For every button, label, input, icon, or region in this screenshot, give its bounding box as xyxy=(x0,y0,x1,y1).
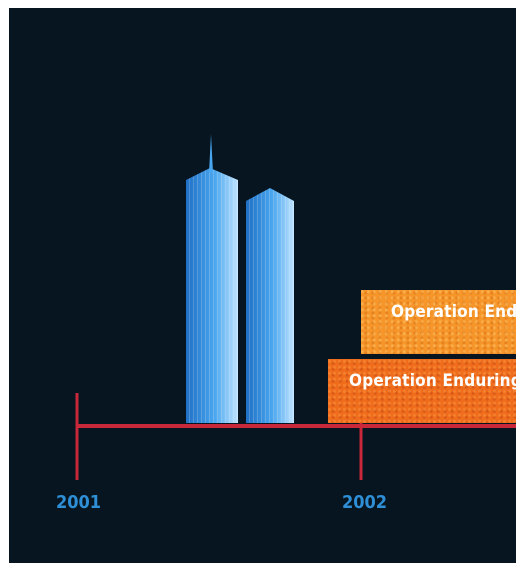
antenna xyxy=(209,134,213,173)
tower-south xyxy=(246,188,294,423)
timeline-svg xyxy=(75,134,516,480)
timeline-graphic: Operation Enduring Freedom Operation End… xyxy=(9,8,516,563)
year-label-2001: 2001 xyxy=(56,492,102,513)
operation-bar-lower-label: Operation Enduring Freedom xyxy=(349,371,516,391)
year-label-2002: 2002 xyxy=(342,492,388,513)
operation-bar-upper: Operation Enduring Freedom xyxy=(361,290,516,354)
twin-towers-icon xyxy=(186,134,294,423)
operation-bar-lower: Operation Enduring Freedom xyxy=(328,359,516,423)
tower-north xyxy=(186,134,238,423)
operation-bar-upper-label: Operation Enduring Freedom xyxy=(391,302,516,322)
